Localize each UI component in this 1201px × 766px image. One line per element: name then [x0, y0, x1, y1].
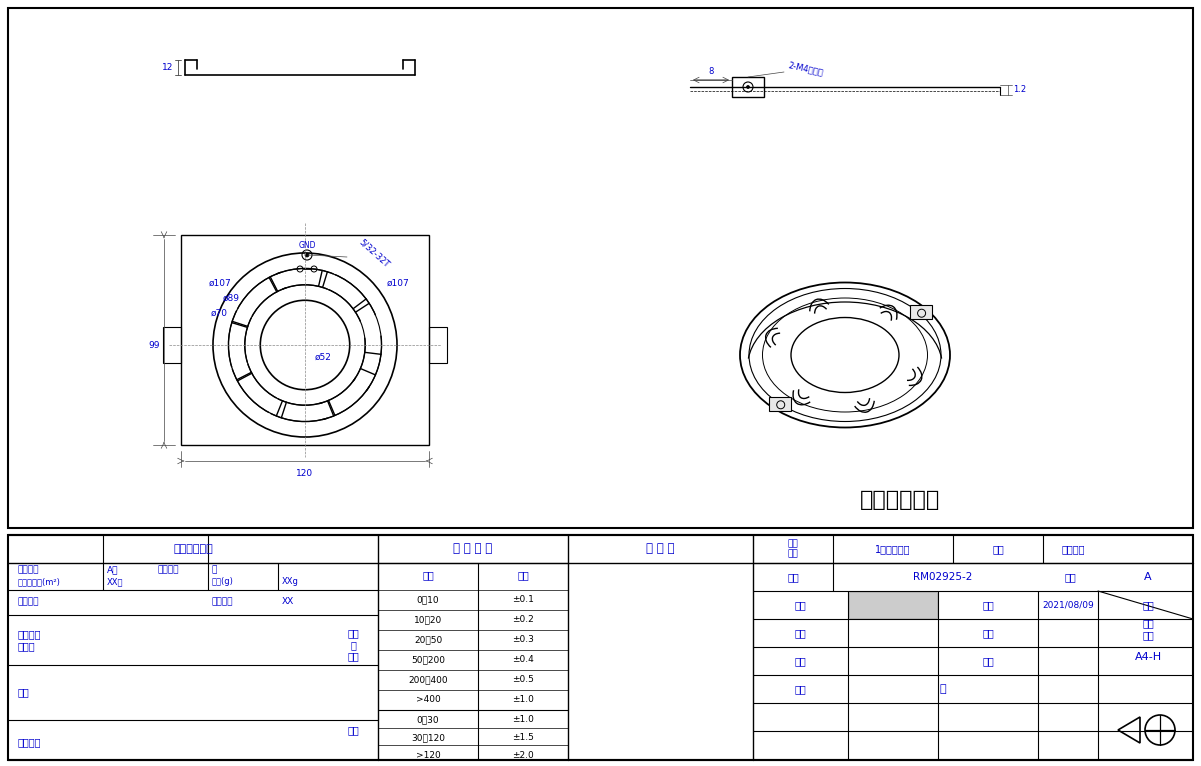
Text: 0～30: 0～30	[417, 715, 440, 725]
Text: 图号: 图号	[787, 572, 799, 582]
FancyBboxPatch shape	[769, 397, 790, 411]
Circle shape	[747, 86, 749, 89]
Text: 版本说明: 版本说明	[18, 565, 40, 574]
Text: XXg: XXg	[282, 578, 299, 587]
Text: 50～200: 50～200	[411, 656, 446, 664]
Text: 1.2: 1.2	[1014, 86, 1027, 94]
Text: ø70: ø70	[211, 309, 228, 317]
Text: 发 行 章: 发 行 章	[646, 542, 675, 555]
Text: 日期: 日期	[982, 600, 994, 610]
Text: 模具编号: 模具编号	[213, 597, 233, 607]
Bar	[163, 327, 181, 363]
Text: 日期: 日期	[982, 628, 994, 638]
Text: 120: 120	[297, 469, 313, 477]
Bar	[8, 8, 1193, 528]
Bar	[8, 535, 1193, 760]
Text: 公差: 公差	[518, 570, 528, 580]
Text: 默 认 公 差: 默 认 公 差	[453, 542, 492, 555]
Text: 镀白锌或蓝锌: 镀白锌或蓝锌	[860, 490, 940, 510]
Text: 图纸
尺寸: 图纸 尺寸	[1142, 618, 1154, 640]
Text: 批准: 批准	[794, 656, 806, 666]
Text: 材料: 材料	[794, 684, 806, 694]
Bar	[731, 77, 764, 97]
Text: 99: 99	[148, 341, 160, 349]
Text: ±0.5: ±0.5	[512, 676, 534, 685]
Text: 铁: 铁	[939, 684, 946, 694]
Text: 美规桥架: 美规桥架	[1062, 544, 1085, 554]
Text: 尺寸: 尺寸	[422, 570, 434, 580]
Text: ø52: ø52	[315, 352, 331, 362]
Text: ±0.1: ±0.1	[512, 595, 534, 604]
Text: 表面处理
和要求: 表面处理 和要求	[18, 629, 42, 651]
Text: 30～120: 30～120	[411, 734, 446, 742]
Text: XX: XX	[282, 597, 294, 607]
Text: 12: 12	[162, 63, 174, 71]
Text: 变更内容: 变更内容	[159, 565, 179, 574]
FancyBboxPatch shape	[909, 305, 932, 319]
Text: 工艺: 工艺	[18, 687, 30, 697]
Text: 5/32-32T: 5/32-32T	[357, 237, 390, 269]
Text: ±1.0: ±1.0	[512, 696, 534, 705]
Text: 净重(g): 净重(g)	[213, 578, 234, 587]
Text: ±0.3: ±0.3	[512, 636, 534, 644]
Text: ø107: ø107	[387, 279, 410, 287]
Text: ±2.0: ±2.0	[512, 751, 534, 760]
Text: ±1.0: ±1.0	[512, 715, 534, 725]
Text: 8: 8	[709, 67, 713, 77]
Text: 日期: 日期	[982, 656, 994, 666]
Text: 20～50: 20～50	[414, 636, 442, 644]
Text: ±1.5: ±1.5	[512, 734, 534, 742]
Bar	[849, 592, 937, 618]
Text: 其它: 其它	[347, 725, 359, 735]
Text: ø107: ø107	[209, 279, 232, 287]
Text: >120: >120	[416, 751, 441, 760]
Text: 10～20: 10～20	[414, 616, 442, 624]
Text: 五金
与
塑胶: 五金 与 塑胶	[347, 628, 359, 662]
Text: 2-M4挂件孔: 2-M4挂件孔	[787, 61, 824, 77]
Text: A4-H: A4-H	[1135, 652, 1161, 662]
Text: 零件相关信息: 零件相关信息	[173, 544, 213, 554]
Text: 名称: 名称	[992, 544, 1004, 554]
Text: RM02925-2: RM02925-2	[913, 572, 973, 582]
Text: 0～10: 0～10	[417, 595, 440, 604]
Text: 设计: 设计	[794, 600, 806, 610]
Circle shape	[305, 253, 309, 257]
Text: ±0.4: ±0.4	[512, 656, 534, 664]
Text: GND: GND	[298, 241, 316, 250]
Text: 模具要求: 模具要求	[18, 737, 42, 747]
Text: 报价编号: 报价编号	[18, 597, 40, 607]
Text: 200～400: 200～400	[408, 676, 448, 685]
Text: 无: 无	[213, 565, 217, 574]
Text: 灯种
代号: 灯种 代号	[788, 539, 799, 558]
Text: 比例: 比例	[1142, 600, 1154, 610]
Text: 审核: 审核	[794, 628, 806, 638]
Text: A版: A版	[107, 565, 119, 574]
Text: 2021/08/09: 2021/08/09	[1042, 601, 1094, 610]
Text: ø89: ø89	[223, 293, 240, 303]
Text: 1米圆梱吸灯: 1米圆梱吸灯	[876, 544, 910, 554]
Text: XX㎡: XX㎡	[107, 578, 124, 587]
Bar	[429, 327, 447, 363]
Text: >400: >400	[416, 696, 441, 705]
Text: ±0.2: ±0.2	[512, 616, 534, 624]
Text: 版次: 版次	[1064, 572, 1076, 582]
Text: A: A	[1145, 572, 1152, 582]
Text: 参考表面积(m²): 参考表面积(m²)	[18, 578, 61, 587]
Bar	[181, 235, 429, 445]
